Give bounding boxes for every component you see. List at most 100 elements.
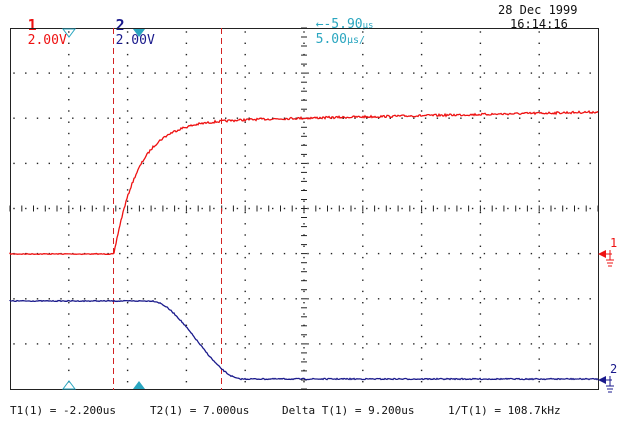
channel-2-scale[interactable]: 2 2.00V [100, 4, 155, 48]
channel-1-ground-marker[interactable] [598, 250, 614, 267]
grid-dot [538, 313, 540, 315]
grid-dot [185, 200, 188, 202]
grid-dot [68, 268, 70, 270]
marker-bottom-right-icon[interactable] [133, 381, 145, 389]
grid-dot [303, 211, 305, 214]
grid-dot [303, 381, 305, 383]
grid-dot [185, 155, 188, 157]
grid-dot [189, 162, 192, 165]
grid-dot [248, 117, 250, 119]
grid-dot [538, 132, 540, 135]
grid-dot [248, 72, 250, 74]
grid-dot [48, 162, 50, 165]
grid-dot [213, 162, 215, 165]
grid-dot [366, 252, 368, 255]
grid-dot [68, 87, 70, 90]
grid-dot [185, 324, 188, 326]
grid-dot [295, 162, 297, 165]
grid-dot [362, 65, 364, 67]
grid-dot [538, 155, 540, 157]
grid-dot [283, 343, 286, 345]
grid-dot [189, 117, 192, 119]
grid-dot [483, 298, 486, 300]
marker-top-right-icon[interactable] [133, 29, 145, 37]
marker-top-left-icon[interactable] [62, 28, 76, 38]
channel-1-marker-label: 1 [610, 236, 618, 250]
grid-dot [366, 298, 368, 300]
grid-dot [530, 72, 533, 74]
grid-dot [554, 298, 556, 300]
grid-dot [225, 252, 227, 255]
grid-dot [13, 72, 15, 74]
grid-dot [68, 121, 70, 123]
grid-dot [48, 72, 50, 74]
grid-dot [413, 162, 415, 165]
grid-dot [507, 207, 509, 210]
grid-dot [566, 162, 568, 165]
grid-dot [538, 302, 540, 304]
grid-dot [185, 166, 188, 169]
grid-dot [283, 252, 286, 255]
grid-dot [283, 207, 286, 210]
grid-dot [389, 117, 391, 119]
grid-dot [13, 343, 15, 345]
grid-dot [424, 207, 427, 210]
channel-1-scale[interactable]: 1 2.00V [12, 4, 67, 48]
grid-dot [538, 99, 540, 101]
grid-dot [166, 117, 168, 119]
grid-dot [68, 53, 70, 56]
grid-dot [126, 31, 129, 33]
grid-dot [507, 343, 509, 345]
channel-2-volts: 2.00V [115, 33, 155, 48]
grid-dot [538, 31, 540, 33]
grid-dot [126, 313, 129, 315]
grid-dot [185, 290, 188, 293]
grid-dot [479, 65, 482, 67]
grid-dot [362, 290, 364, 293]
grid-dot [295, 207, 297, 210]
grid-dot [538, 65, 540, 67]
grid-dot [389, 343, 391, 345]
grid-dot [330, 252, 333, 255]
grid-dot [119, 343, 121, 345]
grid-dot [185, 313, 188, 315]
grid-dot [479, 200, 482, 202]
grid-dot [126, 87, 129, 90]
grid-dot [225, 207, 227, 210]
grid-dot [260, 162, 262, 165]
grid-dot [236, 207, 239, 210]
grid-dot [107, 207, 109, 210]
grid-dot [413, 117, 415, 119]
channel-2-ground-marker[interactable] [598, 376, 614, 393]
grid-dot [248, 252, 250, 255]
grid-dot [68, 200, 70, 202]
grid-dot [189, 252, 192, 255]
grid-dot [303, 65, 305, 67]
grid-dot [479, 177, 482, 180]
grid-dot [60, 207, 62, 210]
channel-2-trace [9, 299, 599, 381]
grid-dot [420, 279, 423, 281]
grid-dot [448, 207, 450, 210]
grid-dot [236, 117, 239, 119]
grid-dot [401, 207, 403, 210]
grid-dot [154, 343, 156, 345]
grid-dot [303, 268, 305, 270]
marker-bottom-left-icon[interactable] [62, 380, 76, 390]
grid-dot [420, 245, 423, 247]
grid-dot [436, 252, 439, 255]
grid-dot [413, 72, 415, 74]
grid-dot [177, 343, 180, 345]
grid-dot [225, 298, 227, 300]
grid-dot [72, 117, 74, 119]
grid-dot [126, 302, 129, 304]
grid-dot [362, 189, 364, 191]
grid-dot [303, 155, 305, 157]
grid-dot [362, 268, 364, 270]
grid-dot [201, 298, 203, 300]
grid-dot [248, 207, 250, 210]
grid-dot [68, 132, 70, 135]
grid-dot [401, 162, 403, 165]
grid-dot [420, 166, 423, 169]
grid-dot [244, 223, 246, 225]
